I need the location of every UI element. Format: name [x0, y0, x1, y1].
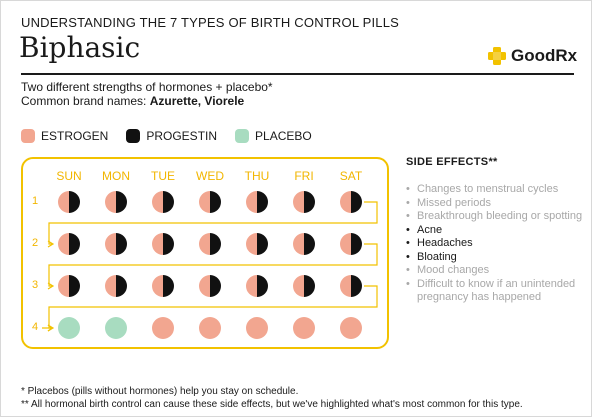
placebo-pill — [105, 317, 127, 339]
day-header-tue: TUE — [151, 169, 175, 183]
side-effects-title: SIDE EFFECTS** — [406, 156, 498, 168]
day-header-wed: WED — [196, 169, 224, 183]
series-heading: UNDERSTANDING THE 7 TYPES OF BIRTH CONTR… — [21, 15, 400, 30]
progestin-swatch — [126, 129, 141, 143]
brand-names-prefix: Common brand names: — [21, 94, 150, 108]
legend-item-placebo: PLACEBO — [235, 129, 312, 143]
combination-pill — [293, 233, 315, 255]
combination-pill — [199, 233, 221, 255]
week-number: 4 — [32, 321, 39, 333]
combination-pill — [58, 191, 80, 213]
footnote-placebo: * Placebos (pills without hormones) help… — [21, 386, 299, 397]
estrogen-pill — [152, 317, 174, 339]
side-effect-item: Headaches — [406, 237, 586, 251]
legend: ESTROGEN PROGESTIN PLACEBO — [21, 129, 330, 143]
combination-pill — [340, 275, 362, 297]
day-header-fri: FRI — [294, 169, 314, 183]
hormone-description: Two different strengths of hormones + pl… — [21, 80, 273, 94]
legend-item-progestin: PROGESTIN — [126, 129, 217, 143]
combination-pill — [246, 191, 268, 213]
day-header-thu: THU — [244, 169, 270, 183]
combination-pill — [152, 233, 174, 255]
title-divider — [21, 73, 574, 75]
combination-pill — [199, 275, 221, 297]
day-header-sat: SAT — [339, 169, 363, 183]
combination-pill — [199, 191, 221, 213]
combination-pill — [105, 275, 127, 297]
combination-pill — [293, 191, 315, 213]
week-number: 3 — [32, 279, 39, 291]
estrogen-pill — [199, 317, 221, 339]
placebo-pill — [58, 317, 80, 339]
side-effect-item: Bloating — [406, 251, 586, 265]
logo-text: GoodRx — [511, 46, 578, 65]
goodrx-logo[interactable]: GoodRx — [487, 45, 577, 67]
combination-pill — [246, 233, 268, 255]
side-effect-item: Missed periods — [406, 197, 586, 211]
week-number: 2 — [32, 237, 39, 249]
pill-calendar-frame — [21, 157, 389, 349]
combination-pill — [105, 233, 127, 255]
page-title: Biphasic — [19, 31, 141, 64]
estrogen-swatch — [21, 129, 35, 143]
estrogen-pill — [340, 317, 362, 339]
estrogen-pill — [246, 317, 268, 339]
week-number: 1 — [32, 195, 39, 207]
plus-icon — [488, 47, 506, 65]
combination-pill — [246, 275, 268, 297]
legend-item-estrogen: ESTROGEN — [21, 129, 108, 143]
side-effect-item: Acne — [406, 224, 586, 238]
side-effect-item: Breakthrough bleeding or spotting — [406, 210, 586, 224]
brand-names-line: Common brand names: Azurette, Viorele — [21, 94, 244, 108]
footnote-side-effects: ** All hormonal birth control can cause … — [21, 399, 523, 410]
brand-names: Azurette, Viorele — [149, 94, 245, 108]
day-header-mon: MON — [102, 169, 130, 183]
combination-pill — [152, 191, 174, 213]
side-effects-list: Changes to menstrual cyclesMissed period… — [406, 183, 586, 305]
combination-pill — [105, 191, 127, 213]
day-header-sun: SUN — [56, 169, 82, 183]
combination-pill — [293, 275, 315, 297]
side-effect-item: Mood changes — [406, 264, 586, 278]
estrogen-pill — [293, 317, 315, 339]
combination-pill — [340, 191, 362, 213]
combination-pill — [340, 233, 362, 255]
side-effect-item: Changes to menstrual cycles — [406, 183, 586, 197]
placebo-swatch — [235, 129, 250, 143]
legend-label: ESTROGEN — [41, 129, 109, 143]
side-effect-item: Difficult to know if an unintended pregn… — [406, 278, 586, 305]
legend-label: PROGESTIN — [146, 129, 218, 143]
combination-pill — [58, 275, 80, 297]
legend-label: PLACEBO — [255, 129, 312, 143]
combination-pill — [152, 275, 174, 297]
combination-pill — [58, 233, 80, 255]
